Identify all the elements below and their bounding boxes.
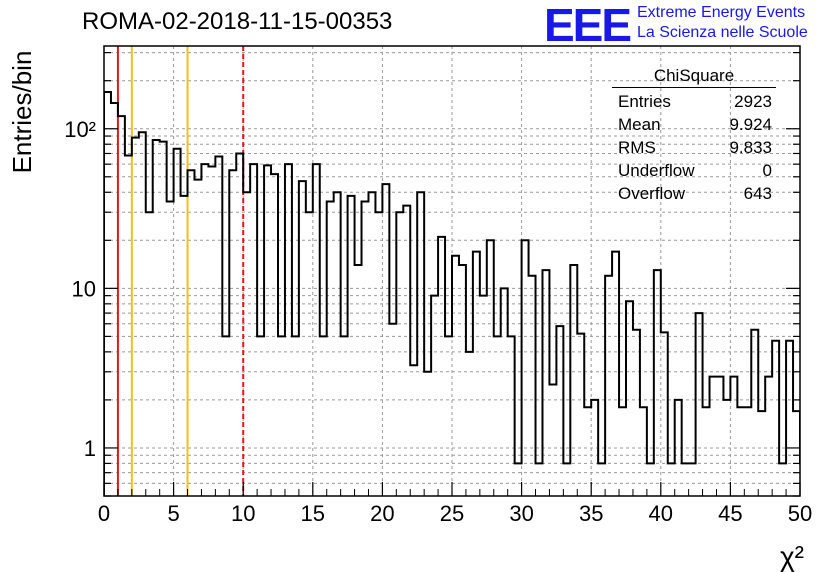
- x-tick-label: 40: [649, 501, 673, 526]
- x-tick-label: 15: [301, 501, 325, 526]
- logo-line-1: Extreme Energy Events: [637, 4, 806, 21]
- stats-row: RMS 9.833: [612, 136, 776, 159]
- stats-rows: Entries 2923 Mean 9.924 RMS 9.833 Underflow 0 Ov…: [612, 90, 776, 205]
- stats-value: 9.924: [729, 115, 772, 134]
- logo-line-2: La Scienza nelle Scuole: [637, 24, 808, 41]
- stats-row: Underflow 0: [612, 159, 776, 182]
- stats-label: Entries: [618, 92, 671, 111]
- stats-row: Mean 9.924: [612, 113, 776, 136]
- stats-box-name: ChiSquare: [612, 66, 776, 88]
- y-tick-label: 10²: [64, 117, 96, 142]
- y-tick-label: 1: [84, 436, 96, 461]
- axis-ticks: [103, 52, 801, 497]
- stats-label: Mean: [618, 115, 661, 134]
- stats-label: RMS: [618, 138, 656, 157]
- y-axis-label: Entries/bin: [7, 51, 37, 174]
- stats-value: 643: [743, 184, 772, 203]
- x-tick-label: 5: [167, 501, 179, 526]
- stats-label: Underflow: [618, 161, 695, 180]
- x-tick-labels: 0 5 10 15 20 25 30 35 40 45 50: [98, 501, 812, 526]
- histogram-outline: [104, 90, 800, 496]
- y-tick-label: 10: [72, 276, 96, 301]
- stats-label: Overflow: [618, 184, 686, 203]
- x-tick-label: 25: [440, 501, 464, 526]
- x-tick-label: 45: [718, 501, 742, 526]
- stats-row: Entries 2923: [612, 90, 776, 113]
- stats-value: 9.833: [729, 138, 772, 157]
- stats-box: ChiSquare Entries 2923 Mean 9.924 RMS 9.833 Un…: [612, 66, 776, 205]
- stats-value: 2923: [734, 92, 772, 111]
- x-tick-label: 50: [788, 501, 812, 526]
- eee-logo: EEE: [544, 0, 632, 51]
- threshold-markers: [116, 46, 245, 496]
- x-tick-label: 10: [231, 501, 255, 526]
- stats-row: Overflow 643: [612, 182, 776, 205]
- chart-title: ROMA-02-2018-11-15-00353: [82, 8, 393, 35]
- x-tick-label: 35: [579, 501, 603, 526]
- x-tick-label: 20: [370, 501, 394, 526]
- y-tick-labels: 1 10 10²: [64, 117, 96, 461]
- x-tick-label: 30: [509, 501, 533, 526]
- stats-value: 0: [762, 161, 772, 180]
- x-axis-label: χ²: [780, 541, 804, 572]
- x-tick-label: 0: [98, 501, 110, 526]
